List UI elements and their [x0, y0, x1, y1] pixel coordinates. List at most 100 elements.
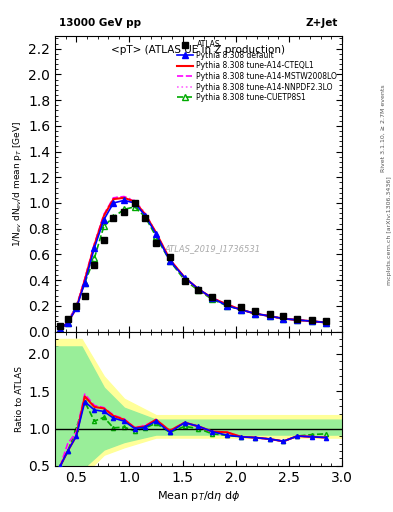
- Pythia 8.308 default: [210, 295, 215, 301]
- Pythia 8.308 default: [239, 307, 243, 313]
- Pythia 8.308 tune-A14-NNPDF2.3LO: [323, 319, 328, 326]
- Pythia 8.308 tune-A14-NNPDF2.3LO: [252, 310, 257, 316]
- Pythia 8.308 tune-A14-CTEQL1: [323, 319, 328, 326]
- Pythia 8.308 tune-A14-MSTW2008LO: [267, 313, 272, 319]
- Pythia 8.308 tune-A14-NNPDF2.3LO: [83, 276, 87, 282]
- Pythia 8.308 default: [92, 245, 97, 251]
- Pythia 8.308 tune-CUETP8S1: [239, 307, 243, 313]
- Pythia 8.308 tune-CUETP8S1: [74, 303, 79, 309]
- Pythia 8.308 tune-A14-MSTW2008LO: [239, 307, 243, 313]
- Pythia 8.308 default: [65, 319, 70, 326]
- Line: Pythia 8.308 default: Pythia 8.308 default: [57, 198, 329, 332]
- Text: mcplots.cern.ch [arXiv:1306.3436]: mcplots.cern.ch [arXiv:1306.3436]: [387, 176, 391, 285]
- Line: ATLAS: ATLAS: [57, 200, 329, 329]
- Pythia 8.308 tune-A14-MSTW2008LO: [65, 318, 70, 324]
- Pythia 8.308 tune-CUETP8S1: [323, 319, 328, 326]
- Pythia 8.308 tune-A14-NNPDF2.3LO: [154, 229, 158, 236]
- Pythia 8.308 tune-CUETP8S1: [310, 318, 314, 324]
- Pythia 8.308 tune-A14-MSTW2008LO: [295, 317, 299, 323]
- Pythia 8.308 tune-A14-CTEQL1: [239, 307, 243, 313]
- Pythia 8.308 tune-CUETP8S1: [111, 214, 116, 220]
- Pythia 8.308 default: [323, 319, 328, 326]
- Pythia 8.308 tune-A14-CTEQL1: [281, 315, 286, 322]
- Pythia 8.308 tune-A14-CTEQL1: [310, 318, 314, 324]
- Pythia 8.308 tune-A14-NNPDF2.3LO: [65, 318, 70, 324]
- Pythia 8.308 tune-A14-MSTW2008LO: [252, 310, 257, 316]
- ATLAS: [210, 294, 215, 300]
- Pythia 8.308 tune-A14-CTEQL1: [267, 313, 272, 319]
- Pythia 8.308 tune-A14-NNPDF2.3LO: [74, 304, 79, 310]
- ATLAS: [132, 200, 137, 206]
- Pythia 8.308 default: [196, 286, 201, 292]
- Pythia 8.308 tune-A14-CTEQL1: [225, 302, 230, 308]
- Pythia 8.308 tune-CUETP8S1: [267, 313, 272, 319]
- Pythia 8.308 tune-A14-CTEQL1: [74, 305, 79, 311]
- Pythia 8.308 tune-A14-CTEQL1: [83, 277, 87, 283]
- Pythia 8.308 default: [83, 280, 87, 286]
- Pythia 8.308 tune-A14-MSTW2008LO: [225, 302, 230, 308]
- Legend: ATLAS, Pythia 8.308 default, Pythia 8.308 tune-A14-CTEQL1, Pythia 8.308 tune-A14: ATLAS, Pythia 8.308 default, Pythia 8.30…: [176, 39, 338, 103]
- Pythia 8.308 tune-A14-MSTW2008LO: [196, 286, 201, 292]
- Pythia 8.308 tune-A14-NNPDF2.3LO: [196, 286, 201, 292]
- Text: Rivet 3.1.10, ≥ 2.7M events: Rivet 3.1.10, ≥ 2.7M events: [381, 84, 386, 172]
- ATLAS: [58, 323, 63, 329]
- Pythia 8.308 tune-CUETP8S1: [122, 206, 127, 212]
- Pythia 8.308 tune-A14-CTEQL1: [182, 274, 187, 281]
- Text: ATLAS_2019_I1736531: ATLAS_2019_I1736531: [165, 244, 261, 253]
- Pythia 8.308 tune-CUETP8S1: [225, 303, 230, 309]
- X-axis label: Mean p$_T$/d$\eta$ d$\phi$: Mean p$_T$/d$\eta$ d$\phi$: [157, 489, 240, 503]
- ATLAS: [196, 287, 201, 293]
- Pythia 8.308 default: [154, 231, 158, 237]
- Pythia 8.308 default: [182, 274, 187, 281]
- Pythia 8.308 tune-A14-CTEQL1: [65, 319, 70, 326]
- Pythia 8.308 tune-CUETP8S1: [92, 255, 97, 261]
- Pythia 8.308 default: [101, 217, 106, 223]
- ATLAS: [295, 315, 299, 322]
- Text: Z+Jet: Z+Jet: [306, 18, 338, 28]
- Pythia 8.308 tune-A14-CTEQL1: [111, 196, 116, 202]
- Pythia 8.308 tune-A14-NNPDF2.3LO: [132, 197, 137, 203]
- Text: 13000 GeV pp: 13000 GeV pp: [59, 18, 141, 28]
- Pythia 8.308 tune-A14-CTEQL1: [101, 213, 106, 219]
- Pythia 8.308 tune-CUETP8S1: [252, 310, 257, 316]
- Pythia 8.308 tune-A14-MSTW2008LO: [74, 304, 79, 310]
- Pythia 8.308 tune-A14-CTEQL1: [154, 229, 158, 236]
- Pythia 8.308 tune-A14-MSTW2008LO: [281, 315, 286, 322]
- ATLAS: [65, 315, 70, 322]
- Pythia 8.308 tune-A14-NNPDF2.3LO: [210, 295, 215, 301]
- ATLAS: [167, 254, 172, 260]
- Pythia 8.308 tune-CUETP8S1: [83, 280, 87, 286]
- Pythia 8.308 tune-A14-CTEQL1: [210, 295, 215, 301]
- Pythia 8.308 tune-CUETP8S1: [101, 223, 106, 229]
- Pythia 8.308 default: [74, 305, 79, 311]
- Pythia 8.308 tune-A14-MSTW2008LO: [143, 211, 148, 218]
- Pythia 8.308 tune-A14-MSTW2008LO: [210, 295, 215, 301]
- Pythia 8.308 tune-A14-CTEQL1: [295, 317, 299, 323]
- Pythia 8.308 tune-A14-MSTW2008LO: [101, 211, 106, 218]
- Pythia 8.308 tune-A14-MSTW2008LO: [154, 229, 158, 236]
- Pythia 8.308 tune-CUETP8S1: [281, 315, 286, 322]
- Pythia 8.308 tune-A14-NNPDF2.3LO: [111, 195, 116, 201]
- Pythia 8.308 tune-A14-NNPDF2.3LO: [122, 194, 127, 200]
- ATLAS: [83, 292, 87, 298]
- Pythia 8.308 tune-A14-CTEQL1: [132, 199, 137, 205]
- Y-axis label: 1/N$_{ev}$ dN$_{ev}$/d mean p$_T$ [GeV]: 1/N$_{ev}$ dN$_{ev}$/d mean p$_T$ [GeV]: [11, 120, 24, 247]
- Pythia 8.308 default: [58, 326, 63, 332]
- Pythia 8.308 tune-A14-MSTW2008LO: [323, 319, 328, 326]
- Pythia 8.308 default: [281, 315, 286, 322]
- Pythia 8.308 default: [122, 197, 127, 203]
- Pythia 8.308 default: [111, 200, 116, 206]
- Pythia 8.308 default: [225, 303, 230, 309]
- Pythia 8.308 tune-A14-MSTW2008LO: [92, 241, 97, 247]
- Pythia 8.308 tune-A14-NNPDF2.3LO: [295, 317, 299, 323]
- Pythia 8.308 tune-A14-MSTW2008LO: [310, 318, 314, 324]
- Pythia 8.308 tune-A14-NNPDF2.3LO: [225, 302, 230, 308]
- Pythia 8.308 tune-A14-MSTW2008LO: [111, 195, 116, 201]
- Pythia 8.308 tune-A14-NNPDF2.3LO: [310, 318, 314, 324]
- Pythia 8.308 default: [267, 313, 272, 319]
- Pythia 8.308 tune-A14-NNPDF2.3LO: [267, 313, 272, 319]
- ATLAS: [225, 300, 230, 306]
- Pythia 8.308 tune-CUETP8S1: [210, 296, 215, 303]
- Pythia 8.308 tune-A14-NNPDF2.3LO: [239, 307, 243, 313]
- ATLAS: [143, 216, 148, 222]
